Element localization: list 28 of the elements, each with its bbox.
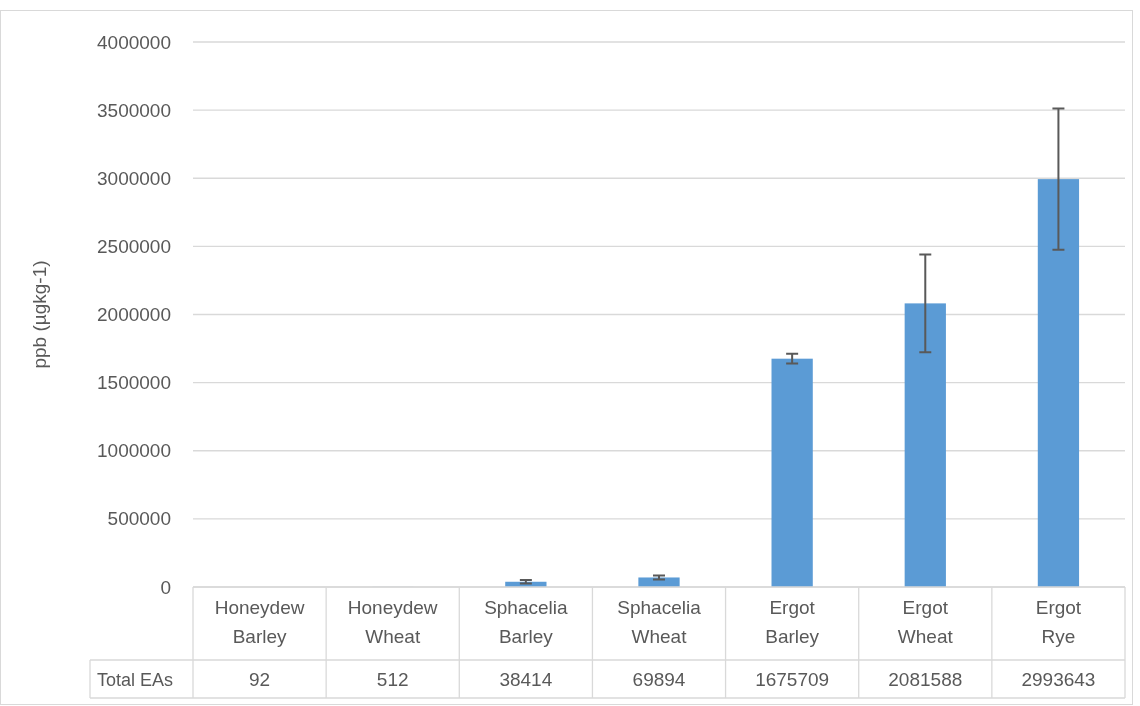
data-label: 1675709: [755, 669, 830, 690]
x-tick-label: Honeydew Barley: [214, 597, 305, 647]
bar: [771, 358, 813, 587]
y-tick-label: 4000000: [97, 31, 171, 53]
y-tick-label: 3500000: [97, 99, 171, 121]
data-label: 2081588: [888, 669, 963, 690]
data-label: 69894: [632, 669, 686, 690]
y-axis-title: ppb (µgkg-1): [29, 260, 50, 369]
y-tick-label: 500000: [107, 508, 171, 530]
x-tick-label: Ergot Wheat: [897, 597, 954, 647]
data-label: 2993643: [1021, 669, 1096, 690]
y-tick-label: 2500000: [97, 235, 171, 257]
bar: [904, 303, 946, 587]
bar: [1037, 179, 1080, 587]
data-label: 92: [249, 669, 271, 690]
data-label: 512: [376, 669, 409, 690]
x-tick-label: Ergot Barley: [765, 597, 820, 647]
x-tick-label: Sphacelia Barley: [484, 597, 569, 647]
y-tick-label: 0: [160, 576, 171, 598]
y-tick-label: 3000000: [97, 167, 171, 189]
x-tick-label: Ergot Rye: [1035, 597, 1082, 647]
x-tick-label: Honeydew Wheat: [347, 597, 438, 647]
y-tick-label: 2000000: [97, 304, 171, 326]
text: Total EAs: [97, 670, 174, 690]
y-tick-label: 1000000: [97, 440, 171, 462]
x-tick-label: Sphacelia Wheat: [617, 597, 702, 647]
data-label: 38414: [499, 669, 553, 690]
y-tick-label: 1500000: [97, 372, 171, 394]
